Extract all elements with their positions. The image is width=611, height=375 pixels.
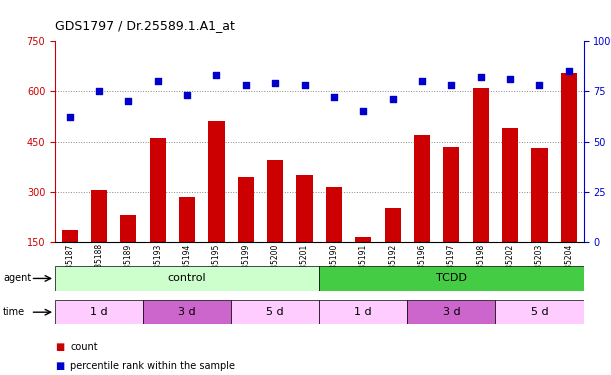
Text: ■: ■ bbox=[55, 342, 64, 352]
Bar bbox=[55, 300, 143, 324]
Bar bbox=[444, 147, 459, 292]
Bar bbox=[502, 128, 518, 292]
Text: agent: agent bbox=[3, 273, 31, 284]
Bar bbox=[414, 135, 430, 292]
Point bbox=[447, 82, 456, 88]
Point bbox=[535, 82, 544, 88]
Bar bbox=[355, 237, 371, 292]
Point bbox=[388, 96, 398, 102]
Point bbox=[241, 82, 251, 88]
Text: time: time bbox=[3, 307, 25, 317]
Point bbox=[417, 78, 427, 84]
Text: count: count bbox=[70, 342, 98, 352]
Point bbox=[211, 72, 221, 78]
Text: 3 d: 3 d bbox=[178, 307, 196, 317]
Bar bbox=[296, 175, 313, 292]
Text: 3 d: 3 d bbox=[442, 307, 460, 317]
Bar bbox=[91, 190, 107, 292]
Bar bbox=[208, 122, 225, 292]
Text: 1 d: 1 d bbox=[354, 307, 372, 317]
Point bbox=[153, 78, 163, 84]
Bar bbox=[143, 300, 231, 324]
Bar bbox=[231, 300, 319, 324]
Point bbox=[94, 88, 104, 94]
Bar bbox=[320, 266, 584, 291]
Point bbox=[329, 94, 339, 100]
Point bbox=[476, 74, 486, 80]
Bar bbox=[384, 209, 401, 292]
Text: 5 d: 5 d bbox=[266, 307, 284, 317]
Bar bbox=[473, 88, 489, 292]
Bar bbox=[62, 230, 78, 292]
Text: control: control bbox=[168, 273, 207, 284]
Bar bbox=[150, 138, 166, 292]
Point bbox=[123, 99, 133, 105]
Bar bbox=[179, 197, 195, 292]
Bar bbox=[326, 187, 342, 292]
Bar bbox=[120, 215, 136, 292]
Point bbox=[359, 108, 368, 114]
Text: GDS1797 / Dr.25589.1.A1_at: GDS1797 / Dr.25589.1.A1_at bbox=[55, 19, 235, 32]
Point bbox=[65, 114, 75, 120]
Text: ■: ■ bbox=[55, 361, 64, 370]
Bar bbox=[55, 266, 320, 291]
Bar bbox=[320, 300, 408, 324]
Point bbox=[182, 92, 192, 98]
Point bbox=[564, 68, 574, 74]
Point bbox=[299, 82, 309, 88]
Point bbox=[505, 76, 515, 82]
Bar bbox=[267, 160, 284, 292]
Bar bbox=[532, 148, 547, 292]
Text: 5 d: 5 d bbox=[530, 307, 548, 317]
Point bbox=[270, 80, 280, 86]
Text: percentile rank within the sample: percentile rank within the sample bbox=[70, 361, 235, 370]
Bar bbox=[408, 300, 496, 324]
Bar bbox=[496, 300, 584, 324]
Text: TCDD: TCDD bbox=[436, 273, 467, 284]
Bar bbox=[561, 73, 577, 292]
Bar bbox=[238, 177, 254, 292]
Text: 1 d: 1 d bbox=[90, 307, 108, 317]
